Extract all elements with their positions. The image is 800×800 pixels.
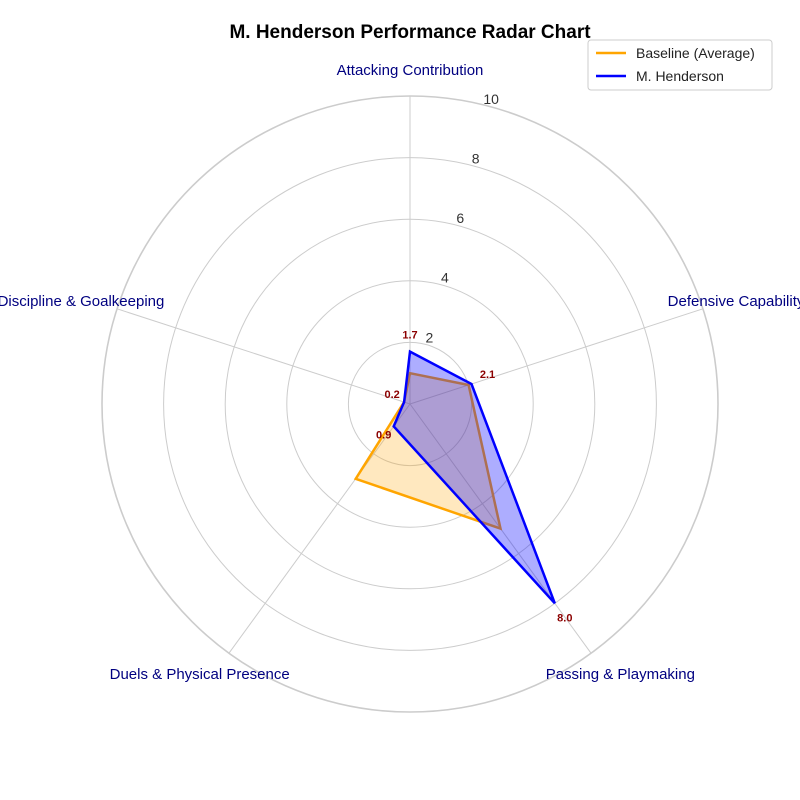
axis-label: Duels & Physical Presence bbox=[110, 666, 290, 683]
axis-label: Attacking Contribution bbox=[337, 62, 484, 79]
series-area-fill bbox=[355, 373, 501, 529]
radial-tick-label: 4 bbox=[441, 270, 449, 286]
data-label: 8.0 bbox=[557, 612, 572, 624]
series-line bbox=[392, 349, 556, 605]
axis-label: Defensive Capability bbox=[668, 293, 800, 310]
data-label: 2.1 bbox=[480, 369, 495, 381]
radar-grid bbox=[101, 95, 719, 713]
axis-label: Passing & Playmaking bbox=[546, 666, 695, 683]
radial-tick-label: 2 bbox=[426, 329, 434, 345]
series-areas bbox=[353, 349, 556, 605]
legend-entry-label: M. Henderson bbox=[636, 68, 724, 84]
axis-label: Discipline & Goalkeeping bbox=[0, 293, 164, 310]
legend: Baseline (Average) M. Henderson bbox=[587, 39, 773, 91]
series-area-fill bbox=[393, 351, 555, 604]
legend-entry-label: Baseline (Average) bbox=[636, 45, 755, 61]
spoke-4 bbox=[116, 308, 411, 405]
radial-tick-label: 6 bbox=[456, 210, 464, 226]
chart-title: M. Henderson Performance Radar Chart bbox=[229, 22, 591, 43]
radial-tick-label: 8 bbox=[472, 150, 480, 166]
radial-tick-label: 10 bbox=[483, 91, 499, 107]
data-label: 1.7 bbox=[402, 330, 417, 342]
labels-layer: 2 4 6 8 10 Attacking Contribution Defensive Ca… bbox=[0, 62, 800, 683]
data-label: 0.9 bbox=[376, 429, 391, 441]
spoke-3 bbox=[228, 403, 411, 654]
legend-frame bbox=[587, 39, 773, 91]
data-label: 0.2 bbox=[384, 389, 399, 401]
spoke-1 bbox=[409, 308, 704, 405]
